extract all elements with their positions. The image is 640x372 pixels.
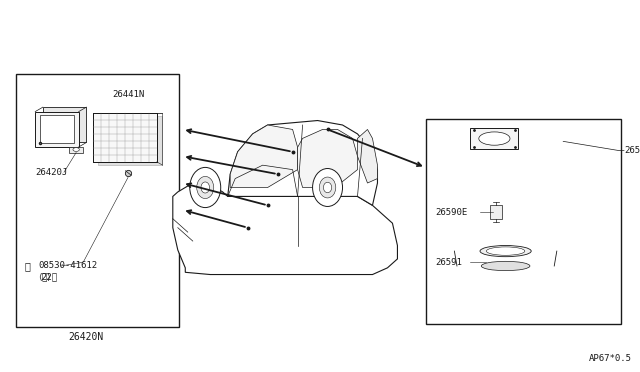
Bar	[93, 113, 157, 162]
Bar	[43, 107, 86, 142]
Ellipse shape	[201, 182, 209, 193]
Text: 26420J: 26420J	[35, 169, 67, 177]
Ellipse shape	[190, 167, 221, 208]
Ellipse shape	[196, 176, 214, 199]
Text: AP67*0.5: AP67*0.5	[589, 354, 632, 363]
Bar	[35, 112, 79, 147]
Ellipse shape	[481, 261, 530, 271]
Text: 26441N: 26441N	[112, 90, 144, 99]
Text: 26590E: 26590E	[435, 208, 467, 217]
Polygon shape	[228, 121, 378, 205]
Text: 26420N: 26420N	[68, 332, 104, 342]
Ellipse shape	[312, 169, 342, 206]
Bar	[16, 74, 179, 327]
Bar	[426, 119, 621, 324]
Ellipse shape	[73, 148, 79, 151]
Text: 26591: 26591	[435, 258, 462, 267]
Polygon shape	[358, 129, 378, 183]
Text: ⟨2⟩: ⟨2⟩	[38, 273, 51, 282]
Ellipse shape	[486, 247, 525, 255]
Bar	[69, 147, 83, 153]
Polygon shape	[298, 129, 358, 187]
Bar	[40, 115, 74, 143]
Polygon shape	[173, 183, 397, 275]
Bar	[93, 113, 157, 162]
Text: 26590: 26590	[625, 146, 640, 155]
Text: 08530-41612: 08530-41612	[38, 262, 97, 270]
Text: 〈2〉: 〈2〉	[42, 273, 58, 282]
Ellipse shape	[480, 246, 531, 257]
Bar	[470, 128, 518, 149]
Polygon shape	[230, 125, 298, 187]
Ellipse shape	[323, 182, 332, 193]
Text: Ⓢ: Ⓢ	[24, 261, 30, 271]
Ellipse shape	[479, 132, 510, 145]
Bar	[98, 116, 162, 165]
Bar	[490, 205, 502, 219]
Ellipse shape	[319, 177, 336, 198]
